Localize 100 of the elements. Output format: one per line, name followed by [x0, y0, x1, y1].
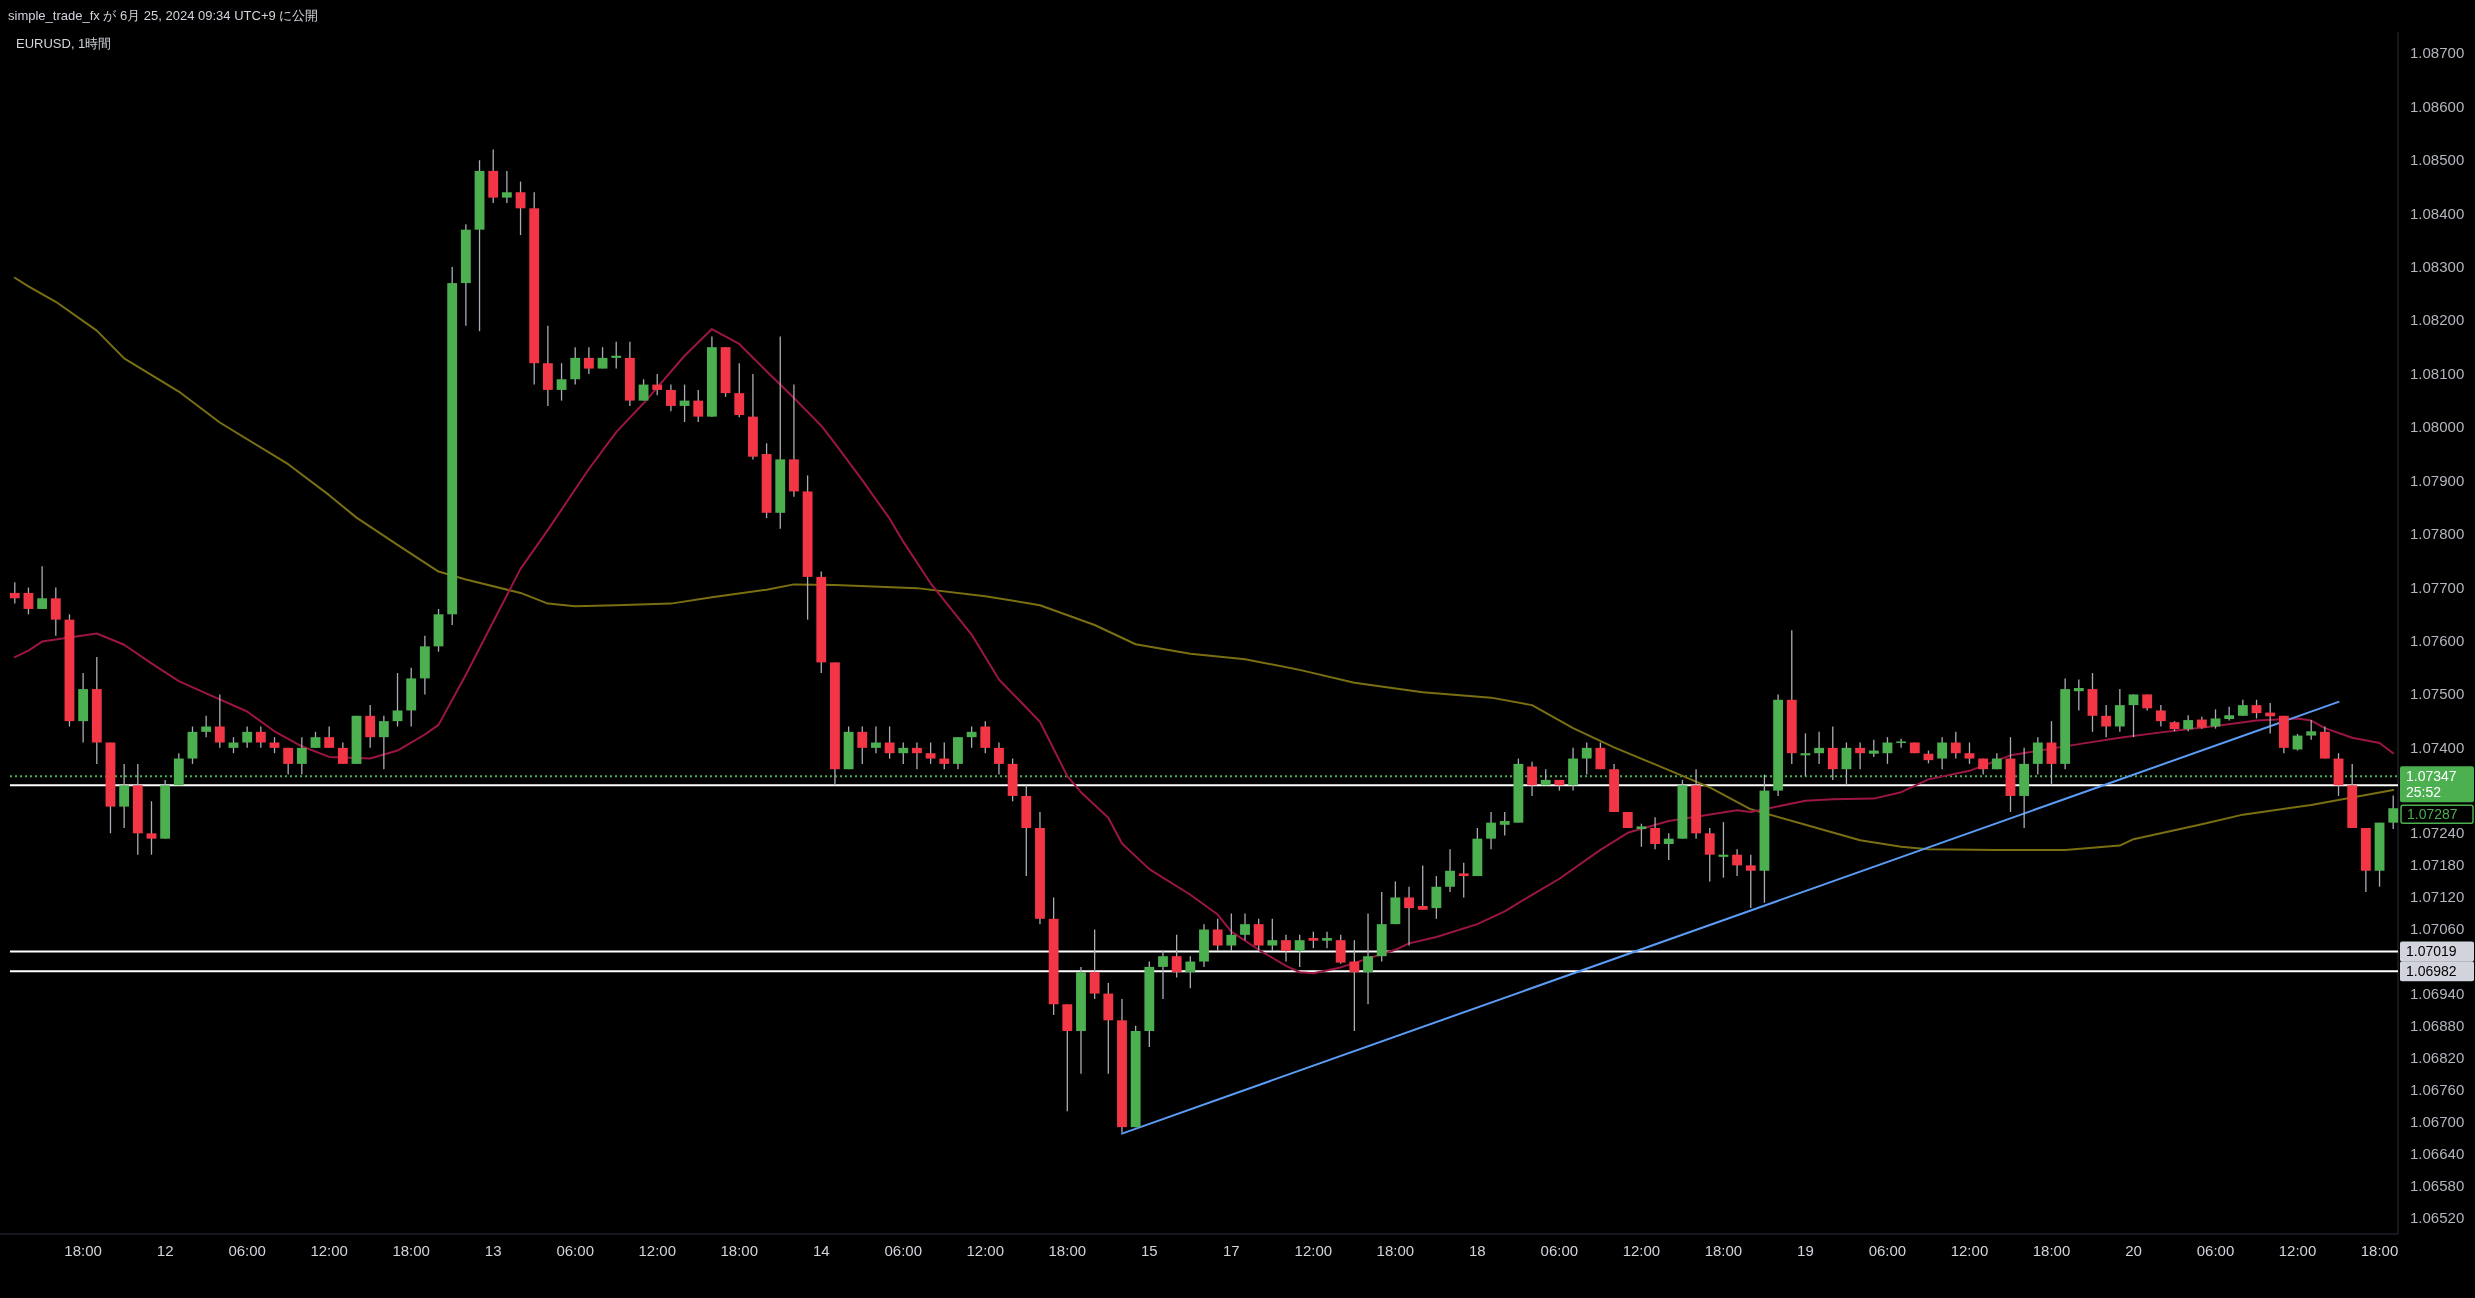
candlestick	[1158, 950, 1168, 1000]
ref-line-label: 1.06982	[2406, 963, 2457, 980]
candlestick	[1294, 934, 1305, 968]
x-tick-label: 12:00	[1294, 1242, 1333, 1259]
candlestick	[255, 725, 266, 749]
ref-line-label: 1.07347	[2406, 768, 2457, 785]
y-tick-label: 1.08300	[2410, 258, 2465, 276]
x-tick-label: 06:00	[1868, 1242, 1907, 1259]
candlestick	[515, 180, 526, 236]
candlestick	[1827, 725, 1838, 781]
candlestick	[146, 800, 157, 856]
candlestick	[1089, 928, 1100, 1000]
y-tick-label: 1.07500	[2410, 685, 2465, 703]
y-tick-label: 1.07060	[2410, 920, 2465, 938]
y-tick-label: 1.06700	[2410, 1112, 2465, 1130]
candlestick	[392, 672, 403, 728]
candlestick	[1267, 918, 1278, 952]
candlestick	[201, 715, 212, 738]
x-tick-label: 18:00	[1048, 1242, 1087, 1259]
candlestick	[1950, 731, 1961, 760]
text: 25:52	[2406, 784, 2442, 801]
candlestick	[898, 741, 909, 765]
candlestick	[665, 383, 676, 412]
y-tick-label: 1.06520	[2410, 1208, 2465, 1226]
candlestick	[1458, 862, 1469, 899]
candlestick	[2210, 708, 2221, 730]
candlestick	[912, 741, 922, 770]
x-tick-label: 12:00	[966, 1242, 1005, 1259]
y-tick-label: 1.07400	[2410, 738, 2465, 756]
candlestick	[1431, 875, 1442, 920]
candlestick	[242, 725, 253, 749]
text: 1.07287	[2407, 806, 2458, 823]
candlestick	[2046, 720, 2057, 786]
y-tick-label: 1.07900	[2410, 471, 2465, 489]
y-tick-label: 1.07180	[2410, 856, 2465, 874]
chart-title: EURUSD, 1時間	[16, 36, 112, 51]
candlestick	[556, 362, 567, 402]
candlestick	[939, 741, 950, 770]
y-tick-label: 1.08000	[2410, 418, 2465, 436]
candlestick	[925, 741, 936, 765]
candlestick	[214, 693, 225, 749]
candlestick	[2251, 699, 2262, 720]
candlestick	[884, 725, 895, 760]
candlestick	[1486, 811, 1496, 851]
y-tick-label: 1.08500	[2410, 151, 2465, 169]
candlestick	[583, 346, 594, 375]
x-tick-label: 12:00	[1622, 1242, 1661, 1259]
candlestick	[2073, 678, 2084, 712]
x-tick-label: 18:00	[1376, 1242, 1415, 1259]
candlestick	[1595, 741, 1606, 770]
candlestick	[324, 725, 335, 749]
x-tick-label: 12:00	[2278, 1242, 2317, 1259]
candlestick	[37, 565, 48, 610]
candlestick	[734, 362, 745, 418]
candlestick	[9, 581, 20, 605]
y-tick-label: 1.08100	[2410, 364, 2465, 382]
candlestick	[1663, 832, 1674, 861]
x-tick-label: 06:00	[228, 1242, 266, 1259]
x-tick-label: 12:00	[638, 1242, 677, 1259]
candlestick	[1650, 816, 1660, 851]
candlestick	[2032, 736, 2043, 776]
line-series	[13, 276, 2395, 851]
candlestick	[1226, 912, 1237, 952]
candlestick	[23, 586, 34, 615]
y-tick-label: 1.06880	[2410, 1016, 2465, 1034]
candlestick	[1445, 848, 1455, 893]
candlestick	[1499, 811, 1510, 837]
candlestick	[857, 725, 868, 765]
candlestick	[1404, 886, 1414, 947]
candlestick	[365, 704, 376, 749]
x-tick-label: 06:00	[556, 1242, 594, 1259]
x-tick-label: 06:00	[1540, 1242, 1579, 1259]
y-tick-label: 1.06820	[2410, 1048, 2465, 1066]
candlestick	[693, 389, 704, 423]
y-tick-label: 1.07700	[2410, 578, 2465, 596]
candlestick	[2128, 693, 2139, 738]
candlestick	[501, 170, 512, 204]
candlestick	[1363, 912, 1373, 1005]
candlestick	[2155, 704, 2166, 728]
y-tick-label: 1.06940	[2410, 984, 2465, 1002]
candlestick	[611, 341, 622, 370]
candlestick	[1253, 918, 1264, 952]
candlestick	[337, 741, 348, 765]
x-tick-label: 18:00	[1704, 1242, 1743, 1259]
x-tick-label: 14	[812, 1242, 830, 1259]
candlestick	[1281, 934, 1291, 963]
candlestick	[994, 741, 1004, 776]
x-tick-label: 12	[156, 1242, 174, 1259]
candlestick	[1814, 731, 1825, 765]
candlestick	[50, 586, 61, 637]
candlestick	[597, 346, 608, 370]
candlestick	[1185, 955, 1196, 989]
candlestick	[980, 720, 991, 754]
candlestick	[1636, 823, 1647, 848]
candlestick	[2388, 794, 2399, 830]
candlestick	[1212, 918, 1223, 952]
line-series	[13, 328, 2395, 975]
candlestick	[966, 725, 977, 749]
x-tick-label: 18:00	[2032, 1242, 2071, 1259]
candlestick	[1937, 736, 1948, 770]
